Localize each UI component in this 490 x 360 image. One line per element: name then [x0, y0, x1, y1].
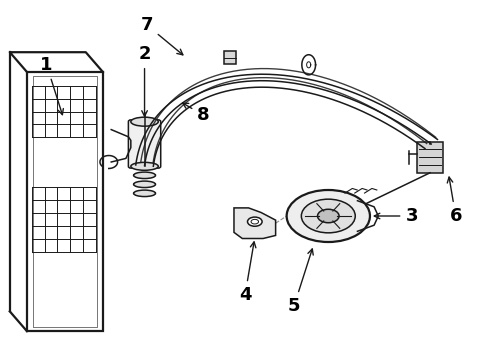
Polygon shape	[416, 142, 443, 173]
Polygon shape	[234, 208, 275, 238]
Polygon shape	[224, 51, 236, 64]
Ellipse shape	[287, 190, 370, 242]
Text: 7: 7	[141, 16, 183, 55]
Ellipse shape	[134, 190, 155, 197]
Ellipse shape	[134, 172, 155, 179]
Text: 4: 4	[239, 242, 256, 304]
Text: 6: 6	[447, 177, 462, 225]
FancyBboxPatch shape	[128, 120, 161, 168]
Ellipse shape	[301, 199, 355, 233]
Ellipse shape	[247, 217, 262, 226]
Text: 2: 2	[138, 45, 151, 116]
Ellipse shape	[318, 209, 339, 223]
Ellipse shape	[131, 162, 158, 170]
Text: 8: 8	[183, 103, 210, 124]
Ellipse shape	[134, 181, 155, 188]
Ellipse shape	[131, 117, 158, 126]
Text: 3: 3	[374, 207, 418, 225]
Text: 5: 5	[288, 249, 313, 315]
Text: 1: 1	[40, 56, 63, 115]
